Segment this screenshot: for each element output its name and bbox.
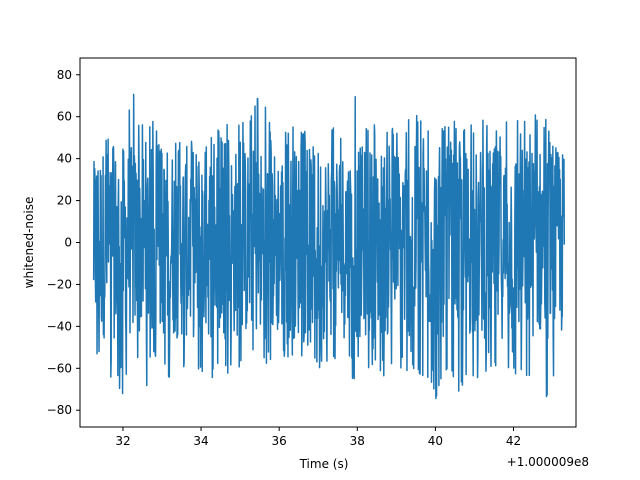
y-tick-label: 40 [57, 152, 72, 166]
plot-area [92, 93, 566, 400]
y-axis: −80 −60 −40 −20 0 20 40 60 80 [47, 68, 80, 417]
y-tick-label: −60 [47, 361, 72, 375]
x-axis-offset-label: +1.000009e8 [507, 455, 589, 469]
y-axis-label: whitened-noise [22, 197, 36, 289]
x-tick-label: 38 [350, 434, 365, 448]
y-tick-label: 0 [64, 236, 72, 250]
x-tick-label: 36 [272, 434, 287, 448]
x-tick-label: 42 [506, 434, 521, 448]
x-axis-label: Time (s) [299, 457, 349, 471]
y-tick-label: 60 [57, 110, 72, 124]
x-axis: 32 34 36 38 40 42 [115, 427, 521, 448]
y-tick-label: 20 [57, 194, 72, 208]
x-tick-label: 32 [115, 434, 130, 448]
x-tick-label: 40 [428, 434, 443, 448]
y-tick-label: 80 [57, 68, 72, 82]
series-line-0 [92, 93, 566, 400]
y-tick-label: −20 [47, 277, 72, 291]
y-tick-label: −40 [47, 319, 72, 333]
x-tick-label: 34 [193, 434, 208, 448]
y-tick-label: −80 [47, 403, 72, 417]
